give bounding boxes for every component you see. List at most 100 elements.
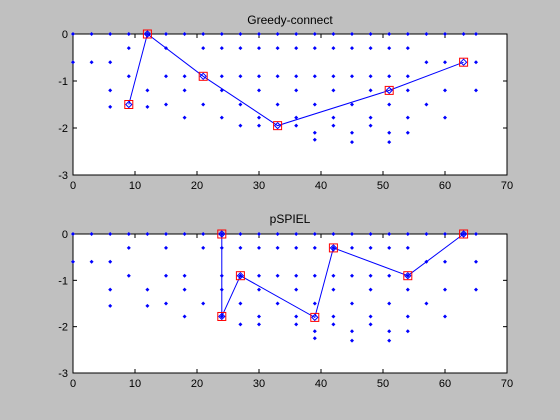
pspiel-data-point (145, 287, 150, 292)
pspiel-selected-point (218, 230, 226, 238)
greedy-connect-data-point (312, 74, 317, 79)
pspiel-data-point (387, 301, 392, 306)
greedy-connect-data-point (331, 123, 336, 128)
greedy-connect-data-point (182, 74, 187, 79)
greedy-connect-data-point (257, 123, 261, 128)
greedy-connect-data-point (71, 60, 75, 65)
pspiel-data-point (182, 287, 187, 292)
pspiel-selected-square (217, 311, 227, 321)
greedy-connect-data-point (108, 88, 113, 93)
greedy-connect-data-point (164, 102, 168, 107)
greedy-connect-data-point (294, 123, 299, 128)
greedy-connect-data-point (312, 46, 317, 51)
pspiel-selected-square (328, 243, 338, 253)
pspiel-data-point (257, 322, 261, 327)
greedy-connect-xtick-label: 10 (129, 180, 141, 192)
pspiel-data-point (126, 245, 131, 250)
greedy-connect-data-point (257, 46, 261, 51)
pspiel-xtick-label: 10 (129, 378, 141, 390)
pspiel-data-point (350, 329, 354, 334)
greedy-connect-data-point (387, 46, 392, 51)
pspiel-xtick-label: 20 (191, 378, 203, 390)
pspiel-data-point (368, 322, 373, 327)
pspiel-data-point (164, 245, 168, 250)
pspiel-data-point (257, 232, 261, 236)
greedy-connect-xtick-label: 40 (315, 180, 327, 192)
greedy-connect-data-point (71, 32, 75, 36)
greedy-connect-data-point (387, 130, 392, 135)
pspiel-selected-point (459, 230, 468, 238)
greedy-connect-data-point (145, 88, 150, 93)
greedy-connect-data-point (238, 123, 243, 128)
greedy-connect-data-point (424, 60, 429, 65)
greedy-connect-data-point (257, 74, 261, 79)
greedy-connect-data-point (89, 60, 94, 65)
pspiel-data-point (350, 273, 354, 278)
greedy-connect-xtick-label: 50 (377, 180, 389, 192)
greedy-connect-data-point (294, 115, 299, 120)
greedy-connect-data-point (238, 46, 243, 51)
pspiel-data-point (443, 287, 447, 292)
pspiel-data-point (71, 232, 75, 236)
greedy-connect-plot-area (72, 33, 508, 176)
greedy-connect-data-point (350, 32, 354, 36)
pspiel-data-point (108, 287, 113, 292)
pspiel-xtick-label: 40 (315, 378, 327, 390)
greedy-connect-data-point (331, 88, 336, 93)
greedy-connect-data-point (368, 115, 373, 120)
greedy-connect-data-point (182, 115, 187, 120)
pspiel-selected-point (236, 271, 245, 280)
pspiel-data-point (108, 232, 113, 236)
pspiel-data-point (350, 232, 354, 236)
pspiel-data-point (238, 245, 243, 250)
pspiel-title: pSPIEL (270, 212, 311, 226)
greedy-connect-data-point (294, 32, 299, 36)
greedy-connect-axes: Greedy-connect 0 10 20 30 40 50 60 70 0 -1 -2 -3 (58, 13, 513, 192)
greedy-connect-selected-square (142, 29, 152, 39)
greedy-connect-data-point (405, 88, 410, 93)
pspiel-data-point (405, 314, 410, 319)
greedy-connect-data-point (182, 32, 187, 36)
pspiel-data-point (294, 287, 299, 292)
greedy-connect-xtick-label: 60 (439, 180, 451, 192)
pspiel-selected-point (329, 244, 338, 252)
pspiel-data-point (405, 232, 410, 236)
pspiel-data-point (387, 245, 392, 250)
pspiel-data-point (312, 301, 317, 306)
greedy-connect-data-point (387, 32, 392, 36)
greedy-connect-data-point (238, 102, 243, 107)
greedy-connect-data-point (387, 102, 392, 107)
pspiel-data-point (257, 245, 261, 250)
pspiel-data-point (312, 245, 317, 250)
pspiel-selected-point (404, 271, 412, 280)
greedy-connect-data-point (108, 60, 113, 65)
pspiel-data-point (108, 259, 113, 264)
pspiel-data-point (275, 232, 280, 236)
greedy-connect-data-point (257, 32, 261, 36)
pspiel-selected-point (218, 312, 226, 321)
pspiel-data-point (201, 232, 206, 236)
greedy-connect-data-point (238, 74, 243, 79)
greedy-connect-data-point (219, 74, 224, 79)
greedy-connect-ytick-label: -1 (58, 76, 68, 88)
greedy-connect-ytick-label: -2 (58, 123, 68, 135)
greedy-connect-data-point (89, 32, 94, 36)
pspiel-data-point (350, 338, 354, 343)
pspiel-data-point (164, 273, 168, 278)
pspiel-data-point (368, 273, 373, 278)
pspiel-data-point (294, 245, 299, 250)
greedy-connect-data-point (331, 32, 336, 36)
pspiel-data-point (474, 232, 478, 236)
greedy-connect-xtick-label: 20 (191, 180, 203, 192)
greedy-connect-data-point (424, 32, 429, 36)
pspiel-data-point (331, 273, 336, 278)
greedy-connect-data-point (331, 46, 336, 51)
greedy-connect-selected-markers (124, 29, 469, 131)
pspiel-data-point (182, 314, 187, 319)
pspiel-path (221, 233, 464, 319)
pspiel-data-point (443, 259, 447, 264)
pspiel-data-point (387, 329, 392, 334)
greedy-connect-data-point (294, 88, 299, 93)
greedy-connect-data-point (331, 74, 336, 79)
greedy-connect-data-point (443, 60, 447, 65)
